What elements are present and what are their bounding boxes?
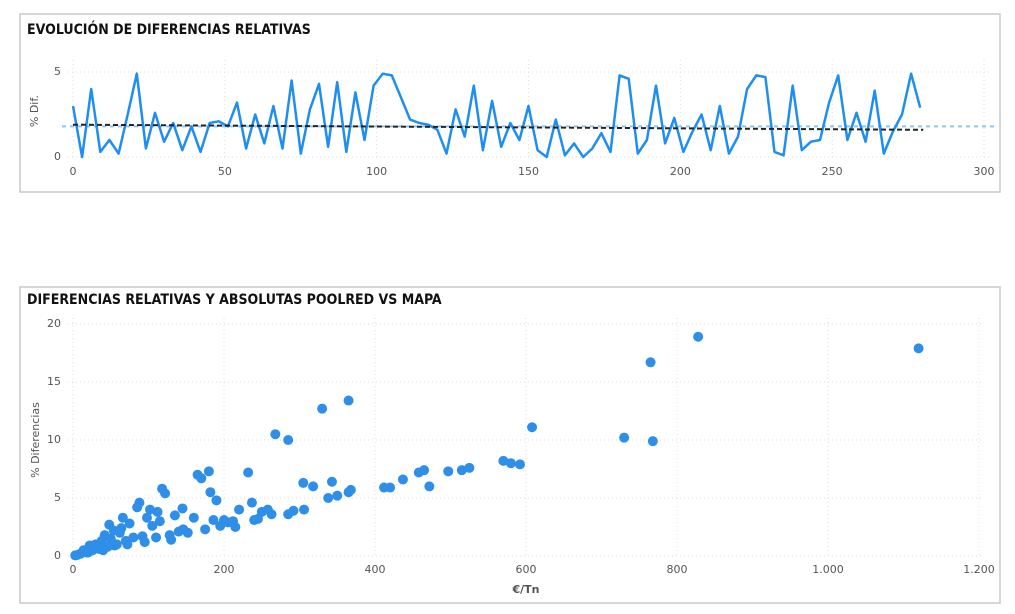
scatter-point (456, 465, 467, 476)
scatter-point (122, 539, 133, 550)
scatter-point (299, 504, 310, 515)
scatter-point (169, 510, 180, 521)
scatter-point (514, 459, 525, 470)
y-axis-label: % Diferencias (29, 402, 42, 478)
data-line (71, 72, 922, 159)
chart-title: DIFERENCIAS RELATIVAS Y ABSOLUTAS POOLRE… (27, 292, 442, 308)
scatter-point (343, 395, 354, 406)
scatter-point (332, 490, 343, 501)
panel (19, 13, 1001, 193)
y-tick-label: 5 (54, 65, 61, 78)
scatter-point (139, 537, 150, 548)
scatter-point (132, 502, 143, 513)
x-tick-label: 600 (516, 563, 537, 576)
chart-title: EVOLUCIÓN DE DIFERENCIAS RELATIVAS (27, 20, 311, 38)
scatter-point (128, 532, 139, 543)
y-tick-label: 0 (54, 150, 61, 163)
x-tick-label: 200 (214, 563, 235, 576)
scatter-point (177, 503, 188, 514)
x-axis-label: €/Tn (511, 583, 539, 596)
scatter-point (645, 357, 656, 368)
x-tick-label: 0 (70, 563, 77, 576)
y-axis-label: % Dif. (28, 95, 41, 127)
scatter-point (647, 436, 658, 447)
scatter-point (145, 504, 156, 515)
scatter-point (98, 545, 109, 556)
scatter-point (154, 516, 165, 527)
scatter-point (413, 467, 424, 478)
scatter-point (693, 331, 704, 342)
scatter-point (166, 534, 177, 545)
x-tick-label: 1.200 (963, 563, 995, 576)
y-tick-label: 0 (54, 549, 61, 562)
scatter-point (243, 467, 254, 478)
x-tick-label: 200 (670, 165, 691, 178)
scatter-point (203, 466, 214, 477)
scatter-point (117, 512, 128, 523)
scatter-point (234, 504, 245, 515)
scatter-point (157, 483, 168, 494)
scatter-point (152, 506, 163, 517)
scatter-point (188, 512, 199, 523)
scatter-point (70, 550, 81, 561)
y-tick-label: 15 (47, 375, 61, 388)
panel (19, 286, 1001, 604)
scatter-point (124, 518, 135, 529)
x-tick-label: 400 (365, 563, 386, 576)
scatter-point (913, 343, 924, 354)
y-tick-label: 10 (47, 433, 61, 446)
scatter-point (464, 462, 475, 473)
scatter-point (505, 458, 516, 469)
x-tick-label: 50 (218, 165, 232, 178)
scatter-point (109, 540, 120, 551)
y-tick-label: 5 (54, 491, 61, 504)
scatter-point (498, 455, 509, 466)
scatter-point (192, 469, 203, 480)
scatter-point (141, 512, 152, 523)
x-tick-label: 150 (518, 165, 539, 178)
scatter-point (343, 487, 354, 498)
scatter-point (326, 476, 337, 487)
scatter-point (424, 481, 435, 492)
x-tick-label: 250 (822, 165, 843, 178)
scatter-point (230, 522, 241, 532)
x-tick-label: 800 (667, 563, 688, 576)
scatter-point (249, 515, 260, 526)
scatter-point (298, 477, 309, 488)
scatter-point (397, 474, 408, 485)
scatter-point (527, 422, 538, 433)
scatter-point (89, 542, 100, 553)
x-tick-label: 1.000 (812, 563, 844, 576)
scatter-point (208, 515, 219, 526)
scatter-point (246, 497, 257, 508)
y-tick-label: 20 (47, 317, 61, 330)
trend-line (72, 123, 924, 131)
scatter-point (619, 432, 630, 443)
scatter-point (205, 487, 216, 498)
scatter-point (288, 505, 299, 516)
scatter-point (379, 482, 390, 493)
scatter-point (200, 524, 211, 535)
scatter-point (270, 429, 281, 440)
x-tick-label: 300 (974, 165, 995, 178)
scatter-point (215, 520, 226, 531)
scatter-point (211, 495, 222, 506)
scatter-point (147, 520, 158, 531)
scatter-point (116, 523, 127, 534)
x-tick-label: 0 (70, 165, 77, 178)
scatter-point (283, 435, 294, 445)
scatter-point (104, 519, 115, 530)
scatter-point (323, 493, 334, 503)
scatter-point (308, 481, 319, 492)
scatter-point (173, 526, 184, 537)
scatter-point (443, 466, 454, 477)
scatter-point (317, 403, 328, 414)
x-tick-label: 100 (366, 165, 387, 178)
scatter-point (151, 532, 162, 543)
